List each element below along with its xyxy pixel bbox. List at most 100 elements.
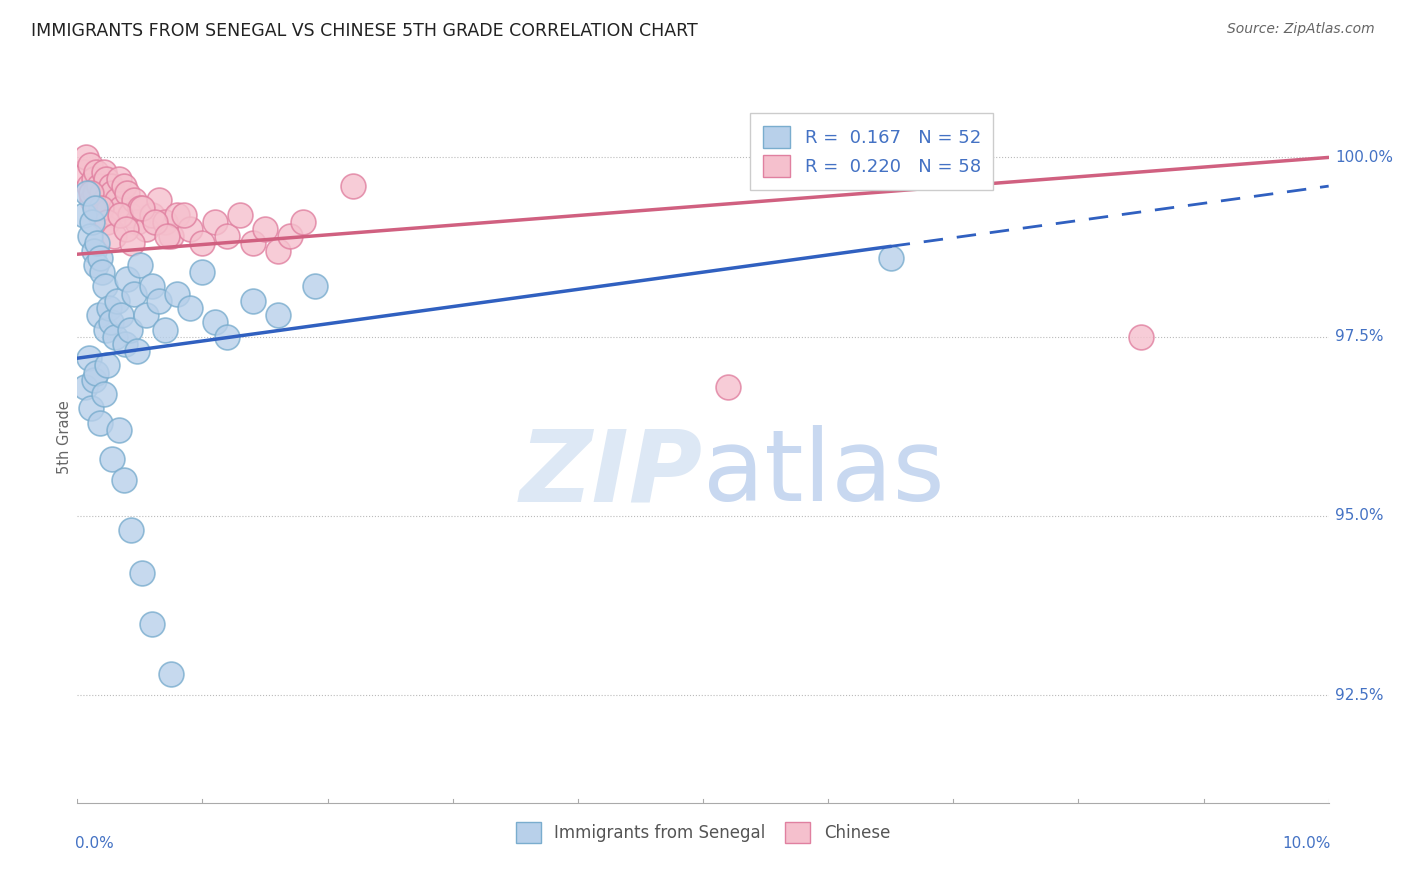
Point [160, 666, 183, 681]
Point [153, 322, 176, 336]
Point [118, 322, 141, 336]
Point [83, 186, 105, 201]
Point [89, 416, 111, 430]
Point [82, 194, 104, 208]
Point [77, 351, 100, 366]
Point [141, 208, 163, 222]
Point [122, 286, 145, 301]
Point [135, 222, 157, 236]
Point [135, 308, 157, 322]
Point [117, 272, 139, 286]
Point [83, 172, 105, 186]
Point [86, 201, 108, 215]
Point [115, 222, 138, 236]
Point [84, 258, 107, 272]
Point [104, 208, 127, 222]
Point [217, 229, 239, 244]
Point [1129, 329, 1152, 343]
Point [122, 194, 145, 208]
Point [90, 201, 112, 215]
Point [120, 524, 142, 538]
Point [73, 380, 96, 394]
Point [107, 172, 129, 186]
Point [80, 401, 103, 416]
Point [72, 208, 94, 222]
Point [108, 208, 131, 222]
Point [77, 179, 100, 194]
Point [94, 194, 117, 208]
Point [118, 208, 141, 222]
Point [96, 215, 118, 229]
Point [127, 215, 149, 229]
Point [93, 387, 115, 401]
Point [84, 366, 107, 380]
Point [141, 616, 163, 631]
Point [94, 279, 117, 293]
Point [148, 194, 170, 208]
Point [304, 279, 326, 293]
Point [100, 315, 122, 329]
Point [104, 329, 127, 343]
Point [76, 186, 98, 201]
Point [131, 566, 153, 581]
Point [84, 165, 107, 179]
Point [82, 215, 104, 229]
Point [101, 451, 124, 466]
Point [291, 215, 314, 229]
Point [86, 236, 108, 251]
Point [91, 265, 114, 279]
Point [112, 179, 135, 194]
Point [97, 201, 120, 215]
Point [242, 293, 264, 308]
Point [110, 201, 132, 215]
Point [100, 179, 122, 194]
Point [278, 229, 301, 244]
Point [103, 229, 125, 244]
Text: 97.5%: 97.5% [1334, 329, 1384, 344]
Point [97, 301, 120, 315]
Point [217, 329, 239, 343]
Text: 95.0%: 95.0% [1334, 508, 1384, 524]
Point [156, 229, 179, 244]
Point [179, 222, 201, 236]
Point [121, 236, 143, 251]
Text: atlas: atlas [703, 425, 945, 522]
Point [94, 172, 117, 186]
Point [83, 373, 105, 387]
Point [83, 244, 105, 258]
Point [96, 359, 118, 373]
Text: 0.0%: 0.0% [75, 836, 114, 851]
Point [83, 201, 105, 215]
Legend: Immigrants from Senegal, Chinese: Immigrants from Senegal, Chinese [509, 815, 897, 849]
Point [80, 186, 103, 201]
Point [110, 308, 132, 322]
Point [191, 265, 214, 279]
Point [266, 308, 288, 322]
Point [79, 158, 101, 172]
Point [717, 380, 740, 394]
Text: 10.0%: 10.0% [1282, 836, 1331, 851]
Point [229, 208, 252, 222]
Text: Source: ZipAtlas.com: Source: ZipAtlas.com [1227, 22, 1375, 37]
Point [127, 344, 149, 359]
Text: 92.5%: 92.5% [1334, 688, 1384, 703]
Y-axis label: 5th Grade: 5th Grade [56, 401, 72, 474]
Text: 100.0%: 100.0% [1334, 150, 1393, 165]
Point [253, 222, 276, 236]
Point [166, 286, 188, 301]
Point [75, 150, 97, 164]
Point [204, 315, 226, 329]
Text: IMMIGRANTS FROM SENEGAL VS CHINESE 5TH GRADE CORRELATION CHART: IMMIGRANTS FROM SENEGAL VS CHINESE 5TH G… [31, 22, 697, 40]
Point [173, 208, 195, 222]
Point [91, 186, 114, 201]
Point [166, 208, 188, 222]
Point [342, 179, 364, 194]
Point [131, 201, 153, 215]
Point [93, 165, 115, 179]
Point [129, 201, 152, 215]
Point [72, 165, 94, 179]
Point [114, 336, 136, 351]
Point [242, 236, 264, 251]
Point [105, 194, 128, 208]
Point [117, 186, 139, 201]
